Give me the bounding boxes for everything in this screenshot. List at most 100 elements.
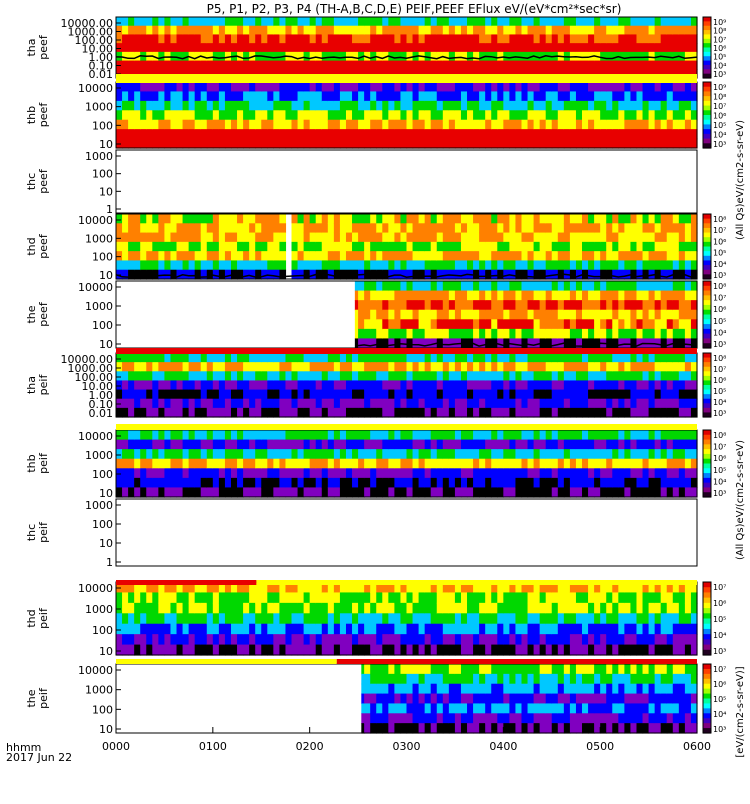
spectrogram-cell xyxy=(195,91,202,101)
spectrogram-cell xyxy=(316,82,323,92)
spectrogram-cell xyxy=(231,603,238,614)
spectrogram-cell xyxy=(649,310,656,320)
spectrogram-cell xyxy=(588,270,595,280)
spectrogram-cell xyxy=(479,34,486,43)
spectrogram-cell xyxy=(231,645,238,656)
spectrogram-cell xyxy=(298,242,305,252)
spectrogram-cell xyxy=(340,449,347,459)
spectrogram-cell xyxy=(594,319,601,329)
spectrogram-cell xyxy=(655,281,662,291)
spectrogram-cell xyxy=(618,408,625,418)
spectrogram-cell xyxy=(292,390,299,400)
spectrogram-cell xyxy=(685,353,692,363)
spectrogram-cell xyxy=(630,233,637,243)
spectrogram-cell xyxy=(582,371,589,381)
spectrogram-cell xyxy=(673,371,680,381)
spectrogram-cell xyxy=(322,52,329,61)
spectrogram-cell xyxy=(116,592,123,603)
spectrogram-cell xyxy=(273,214,280,224)
spectrogram-cell xyxy=(431,390,438,400)
spectrogram-cell xyxy=(310,613,317,624)
spectrogram-cell xyxy=(673,592,680,603)
spectrogram-cell xyxy=(170,468,177,478)
spectrogram-cell xyxy=(243,129,250,139)
spectrogram-cell xyxy=(540,645,547,656)
spectrogram-cell xyxy=(201,61,208,70)
y-tick-label: 10 xyxy=(99,338,113,351)
spectrogram-cell xyxy=(316,362,323,372)
spectrogram-cell xyxy=(292,634,299,645)
spectrogram-cell xyxy=(322,449,329,459)
spectrogram-cell xyxy=(140,223,147,233)
spectrogram-cell xyxy=(509,139,516,149)
spectrogram-cell xyxy=(400,459,407,469)
spectrogram-cell xyxy=(473,592,480,603)
spectrogram-cell xyxy=(461,713,468,723)
colorbar-swatch xyxy=(703,444,711,449)
spectrogram-cell xyxy=(570,478,577,488)
spectrogram-cell xyxy=(225,242,232,252)
spectrogram-cell xyxy=(413,459,420,469)
spectrogram-cell xyxy=(225,371,232,381)
spectrogram-cell xyxy=(655,139,662,149)
spectrogram-cell xyxy=(249,380,256,390)
spectrogram-cell xyxy=(225,110,232,120)
spectrogram-cell xyxy=(425,603,432,614)
spectrogram-cell xyxy=(413,233,420,243)
spectrogram-cell xyxy=(685,380,692,390)
spectrogram-cell xyxy=(407,674,414,684)
spectrogram-cell xyxy=(310,408,317,418)
spectrogram-cell xyxy=(419,251,426,261)
spectrogram-cell xyxy=(649,440,656,450)
spectrogram-cell xyxy=(413,319,420,329)
spectrogram-cell xyxy=(443,82,450,92)
spectrogram-cell xyxy=(606,110,613,120)
spectrogram-cell xyxy=(661,310,668,320)
spectrogram-cell xyxy=(285,353,292,363)
spectrogram-cell xyxy=(564,645,571,656)
spectrogram-cell xyxy=(177,449,184,459)
spectrogram-cell xyxy=(146,233,153,243)
spectrogram-cell xyxy=(679,61,686,70)
spectrogram-cell xyxy=(170,449,177,459)
spectrogram-cell xyxy=(485,300,492,310)
spectrogram-cell xyxy=(237,430,244,440)
spectrogram-cell xyxy=(376,223,383,233)
spectrogram-cell xyxy=(473,242,480,252)
spectrogram-cell xyxy=(322,43,329,52)
spectrogram-cell xyxy=(261,260,268,270)
spectrogram-cell xyxy=(213,487,220,497)
spectrogram-cell xyxy=(449,310,456,320)
spectrogram-cell xyxy=(364,251,371,261)
spectrogram-cell xyxy=(189,17,196,26)
spectrogram-cell xyxy=(558,645,565,656)
spectrogram-cell xyxy=(334,26,341,35)
spectrogram-cell xyxy=(515,487,522,497)
spectrogram-cell xyxy=(546,645,553,656)
spectrogram-cell xyxy=(582,592,589,603)
spectrogram-cell xyxy=(576,664,583,674)
spectrogram-cell xyxy=(128,371,135,381)
spectrogram-cell xyxy=(328,139,335,149)
colorbar-swatch xyxy=(703,334,711,339)
spectrogram-cell xyxy=(449,664,456,674)
spectrogram-cell xyxy=(207,478,214,488)
spectrogram-cell xyxy=(140,592,147,603)
spectrogram-cell xyxy=(685,43,692,52)
spectrogram-cell xyxy=(655,260,662,270)
spectrogram-cell xyxy=(195,129,202,139)
spectrogram-cell xyxy=(388,449,395,459)
spectrogram-cell xyxy=(582,430,589,440)
spectrogram-cell xyxy=(340,468,347,478)
spectrogram-cell xyxy=(134,592,141,603)
spectrogram-cell xyxy=(509,61,516,70)
spectrogram-cell xyxy=(261,17,268,26)
spectrogram-cell xyxy=(534,17,541,26)
spectrogram-cell xyxy=(382,449,389,459)
spectrogram-cell xyxy=(213,399,220,409)
spectrogram-cell xyxy=(201,17,208,26)
spectrogram-cell xyxy=(255,110,262,120)
spectrogram-cell xyxy=(382,281,389,291)
